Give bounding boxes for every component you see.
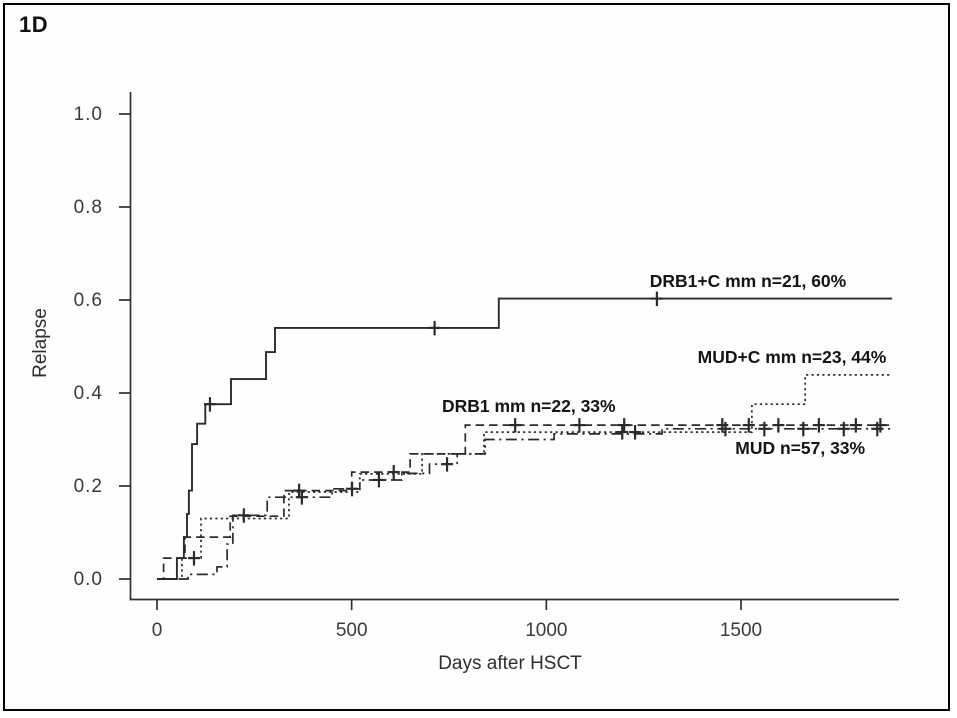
curve-drb1-c-mm — [157, 297, 893, 580]
axes — [129, 92, 899, 601]
curve-label-drb1-mm: DRB1 mm n=22, 33% — [442, 396, 616, 416]
x-tick-label: 1500 — [720, 620, 762, 641]
y-axis-title: Relapse — [30, 308, 51, 378]
x-tick-label: 0 — [152, 620, 163, 641]
survival-curves — [157, 297, 893, 580]
censor-marks — [187, 291, 887, 566]
curve-label-mud: MUD n=57, 33% — [735, 438, 865, 458]
panel-label: 1D — [19, 12, 49, 37]
y-tick-label: 0.8 — [74, 197, 103, 218]
curve-drb1-mm — [157, 424, 893, 580]
figure-frame: 1D 0 500 1000 1500 0.0 0.2 0.4 0.6 0.8 1.0 DRB1+C… — [3, 3, 950, 711]
y-tick-label: 0.2 — [74, 476, 103, 497]
x-tick-label: 500 — [336, 620, 368, 641]
x-axis-title: Days after HSCT — [438, 653, 582, 674]
curve-label-drb1-c-mm: DRB1+C mm n=21, 60% — [650, 271, 847, 291]
y-tick-label: 0.6 — [74, 290, 103, 311]
curve-mud-c-mm — [157, 374, 893, 580]
curve-label-mud-c-mm: MUD+C mm n=23, 44% — [698, 347, 887, 367]
y-tick-label: 0.4 — [74, 383, 103, 404]
km-plot: 0 500 1000 1500 0.0 0.2 0.4 0.6 0.8 1.0 DRB1+C mm… — [30, 92, 899, 674]
axis-ticks: 0 500 1000 1500 0.0 0.2 0.4 0.6 0.8 1.0 — [74, 104, 763, 641]
x-tick-label: 1000 — [525, 620, 567, 641]
curve-mud — [157, 427, 893, 580]
curve-annotations: DRB1+C mm n=21, 60% MUD+C mm n=23, 44% DRB… — [442, 271, 887, 458]
y-tick-label: 1.0 — [74, 104, 103, 125]
y-tick-label: 0.0 — [74, 569, 103, 590]
